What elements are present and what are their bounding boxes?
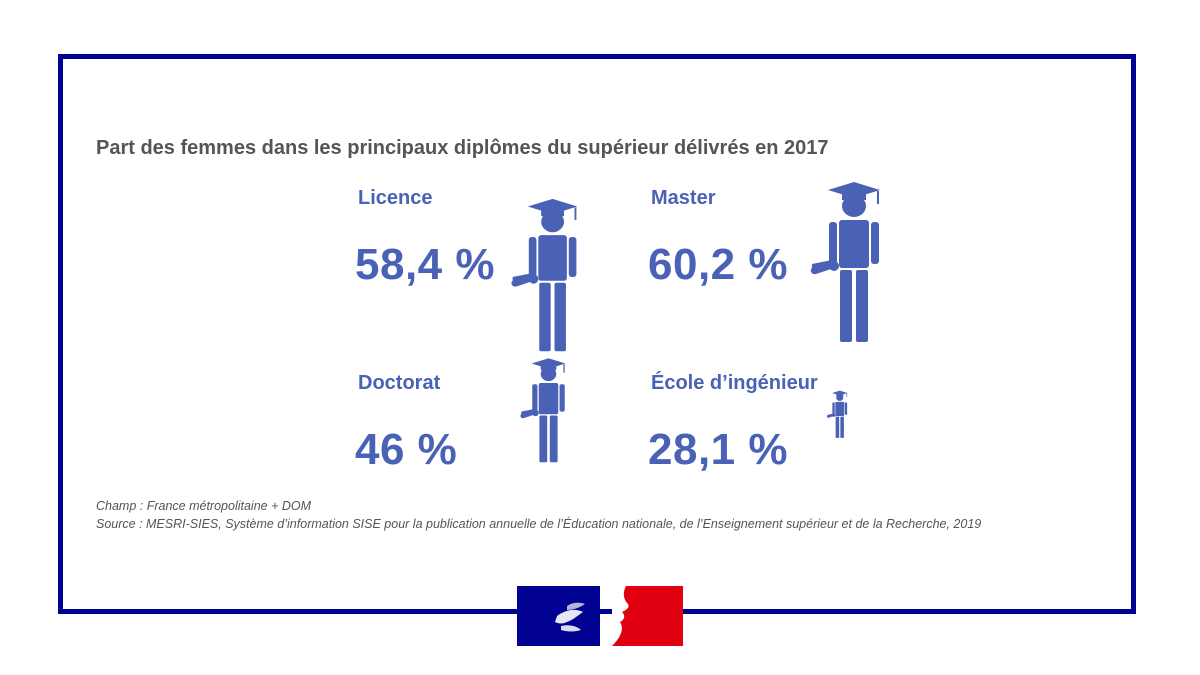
left-leg: [539, 415, 548, 463]
right-arm: [559, 384, 565, 412]
value-label-master: 60,2 %: [648, 240, 788, 289]
chart-title: Part des femmes dans les principaux dipl…: [96, 137, 829, 159]
left-arm: [832, 402, 835, 415]
graduate-figure-licence: [505, 197, 591, 353]
left-arm: [829, 222, 837, 264]
mortarboard-top: [828, 182, 880, 198]
diploma-scroll: [511, 273, 535, 287]
graduate-svg: [827, 390, 848, 438]
graduate-svg: [520, 358, 566, 463]
graduate-svg: [810, 182, 880, 342]
diploma-scroll: [810, 260, 836, 275]
left-arm: [532, 384, 538, 412]
value-label-ecole-ingenieur: 28,1 %: [648, 425, 788, 474]
left-leg: [835, 416, 840, 438]
head: [540, 366, 557, 382]
value-label-doctorat: 46 %: [355, 425, 458, 474]
graduate-figure-ecole-ingenieur: [825, 390, 852, 439]
right-leg: [856, 270, 868, 342]
left-leg: [539, 282, 551, 352]
diploma-seal: [829, 261, 839, 271]
category-label-ecole-ingenieur: École d’ingénieur: [651, 372, 818, 394]
torso: [839, 220, 869, 268]
diploma-scroll: [827, 413, 835, 418]
value-label-licence: 58,4 %: [355, 240, 495, 289]
category-label-master: Master: [651, 187, 716, 209]
right-arm: [871, 222, 879, 264]
right-leg: [549, 415, 558, 463]
right-arm: [844, 402, 848, 415]
graduate-figure-doctorat: [516, 357, 575, 464]
logo-red-band: [612, 586, 683, 646]
note-source: Source : MESRI-SIES, Système d’informati…: [96, 517, 982, 531]
category-label-doctorat: Doctorat: [358, 372, 441, 394]
left-leg: [840, 270, 852, 342]
graduate-svg: [511, 198, 578, 352]
graduate-figure-master: [804, 180, 894, 344]
head: [541, 211, 565, 233]
torso: [538, 235, 567, 281]
right-leg: [840, 416, 844, 438]
diploma-seal: [832, 413, 836, 417]
head: [842, 195, 866, 217]
diploma-scroll: [520, 408, 537, 419]
logo-blue-band: [517, 586, 600, 646]
note-champ: Champ : France métropolitaine + DOM: [96, 499, 312, 513]
category-label-licence: Licence: [358, 187, 433, 209]
marianne-logo: [517, 586, 683, 646]
diploma-seal: [532, 409, 539, 417]
right-arm: [568, 237, 577, 277]
torso: [835, 401, 845, 417]
left-arm: [528, 237, 537, 277]
mortarboard-top: [531, 358, 566, 369]
right-leg: [554, 282, 566, 352]
head: [836, 394, 844, 401]
diploma-seal: [528, 274, 539, 284]
torso: [538, 382, 559, 415]
mortarboard-top: [832, 390, 848, 396]
